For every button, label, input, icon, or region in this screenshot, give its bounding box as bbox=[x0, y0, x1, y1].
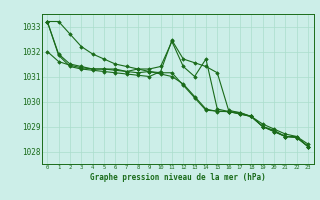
X-axis label: Graphe pression niveau de la mer (hPa): Graphe pression niveau de la mer (hPa) bbox=[90, 173, 266, 182]
